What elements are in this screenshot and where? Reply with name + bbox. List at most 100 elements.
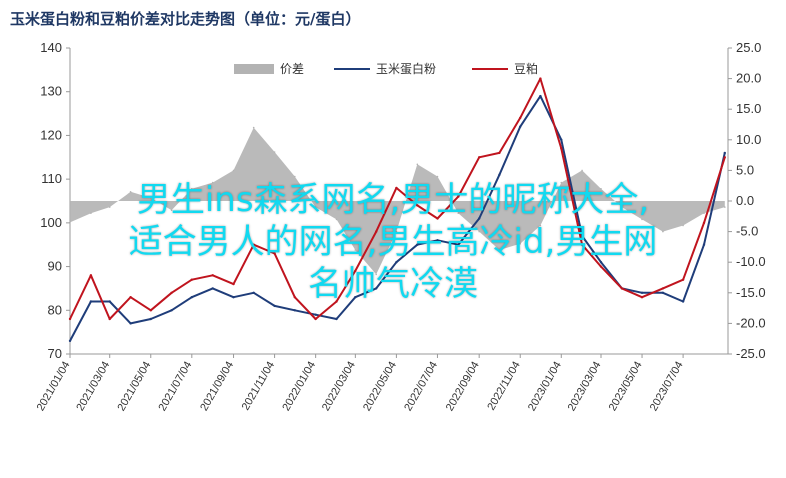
spread-point xyxy=(252,126,255,129)
soy-point xyxy=(149,309,152,312)
spread-point xyxy=(600,188,602,190)
spread-point xyxy=(641,218,643,221)
soy-point xyxy=(723,156,726,159)
spread-point xyxy=(129,191,132,193)
right-tick-label: -25.0 xyxy=(736,346,766,361)
x-tick-label: 2021/11/04 xyxy=(240,360,278,413)
corn-point xyxy=(661,291,665,294)
corn-point xyxy=(478,217,481,220)
soy-point xyxy=(190,278,193,281)
soy-point xyxy=(68,317,72,321)
x-tick-label: 2021/01/04 xyxy=(35,360,73,414)
x-tick-label: 2021/03/04 xyxy=(74,359,112,413)
soy-point xyxy=(314,317,317,321)
soy-point xyxy=(640,296,644,299)
left-tick-label: 90 xyxy=(48,259,62,274)
corn-point xyxy=(252,291,255,294)
corn-point xyxy=(395,261,398,264)
corn-point xyxy=(723,151,726,155)
corn-point xyxy=(457,243,460,246)
left-axis: 70 80 90 100 110 120 130 140 xyxy=(40,40,70,361)
corn-point xyxy=(273,304,276,308)
corn-point xyxy=(681,300,685,303)
corn-point xyxy=(702,243,706,246)
soy-point xyxy=(89,274,93,277)
soy-point xyxy=(599,265,603,268)
spread-point xyxy=(416,163,419,166)
left-tick-label: 80 xyxy=(48,302,62,317)
soy-point xyxy=(129,296,132,299)
soy-point xyxy=(354,269,357,273)
overlay-text-line-2: 适合男人的网名,男生高冷id,男生网 xyxy=(128,222,658,262)
soy-point xyxy=(519,116,522,120)
left-tick-label: 120 xyxy=(40,127,62,142)
soy-point xyxy=(580,243,584,246)
spread-point xyxy=(294,175,296,178)
right-tick-label: 20.0 xyxy=(736,71,761,86)
soy-point xyxy=(293,296,296,299)
right-tick-label: 0.0 xyxy=(736,193,754,208)
x-tick-label: 2022/11/04 xyxy=(485,359,523,412)
soy-point xyxy=(681,278,685,281)
corn-point xyxy=(539,94,542,98)
spread-point xyxy=(375,273,378,276)
spread-point xyxy=(90,212,92,214)
x-tick-label: 2022/09/04 xyxy=(444,360,482,414)
corn-point xyxy=(375,287,378,290)
series-spread-area xyxy=(70,127,725,275)
spread-point xyxy=(170,209,173,211)
corn-point xyxy=(640,291,644,294)
soy-point xyxy=(211,274,214,277)
corn-point xyxy=(519,125,522,128)
soy-point xyxy=(702,221,706,225)
spread-point xyxy=(581,169,583,172)
left-tick-label: 70 xyxy=(48,346,62,361)
soy-point xyxy=(375,230,378,233)
right-tick-label: 10.0 xyxy=(736,132,761,147)
spread-point xyxy=(436,175,439,178)
corn-point xyxy=(190,296,193,299)
left-tick-label: 100 xyxy=(40,215,62,230)
spread-point xyxy=(191,188,193,190)
corn-point xyxy=(354,296,357,299)
left-tick-label: 130 xyxy=(40,84,62,99)
right-tick-label: -10.0 xyxy=(736,254,766,269)
spread-point xyxy=(232,169,235,172)
spread-point xyxy=(703,212,705,214)
corn-point xyxy=(149,317,152,321)
corn-point xyxy=(580,234,584,238)
left-tick-label: 110 xyxy=(41,171,62,186)
soy-point xyxy=(252,243,255,246)
x-axis: 2021/01/04 2021/03/04 2021/05/04 2021/07/04… xyxy=(35,354,686,413)
legend-label: 豆粕 xyxy=(514,61,538,76)
right-tick-label: -15.0 xyxy=(736,285,766,300)
soy-point xyxy=(478,156,481,159)
spread-point xyxy=(395,230,398,233)
spread-point xyxy=(335,218,338,221)
corn-point xyxy=(129,322,132,325)
right-tick-label: 15.0 xyxy=(736,101,761,116)
spread-point xyxy=(457,212,460,214)
corn-point xyxy=(560,138,563,141)
soy-point xyxy=(416,204,419,207)
spread-point xyxy=(621,206,623,208)
spread-point xyxy=(478,230,481,233)
chart-legend: 价差 玉米蛋白粉 豆粕 xyxy=(234,61,538,76)
right-axis: -25.0 -20.0 -15.0 -10.0 -5.0 0.0 5.0 10.0 15.0 20… xyxy=(728,40,766,361)
right-tick-label: -5.0 xyxy=(736,224,758,239)
legend-label: 玉米蛋白粉 xyxy=(376,61,436,76)
x-tick-label: 2023/07/04 xyxy=(648,360,686,414)
spread-point xyxy=(498,249,501,251)
corn-point xyxy=(599,261,603,264)
right-tick-label: 25.0 xyxy=(736,40,761,55)
soy-point xyxy=(335,300,338,303)
corn-point xyxy=(436,239,439,242)
x-tick-label: 2023/05/04 xyxy=(607,359,645,413)
corn-point xyxy=(498,173,501,176)
x-tick-label: 2023/01/04 xyxy=(526,360,564,414)
chart-title: 玉米蛋白粉和豆粕价差对比走势图（单位：元/蛋白） xyxy=(10,10,361,28)
soy-point xyxy=(539,77,542,80)
corn-point xyxy=(293,309,296,312)
corn-point xyxy=(89,300,93,303)
